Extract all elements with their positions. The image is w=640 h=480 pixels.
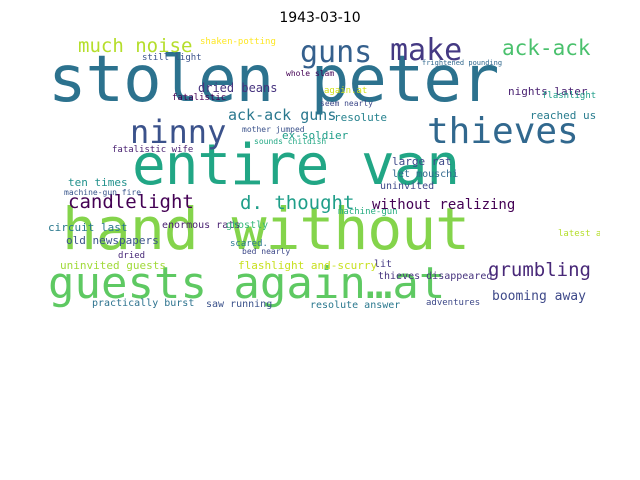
word: bed nearly xyxy=(242,247,291,256)
word: seem nearly xyxy=(320,99,373,108)
word: mother jumped xyxy=(242,125,305,134)
word: ack-ack guns xyxy=(228,106,337,124)
word: latest adventures xyxy=(558,229,600,239)
word: flashlight and-scurry xyxy=(238,259,378,272)
word: still light xyxy=(142,53,202,63)
word: machine-gun fire xyxy=(64,188,142,197)
word: large rat xyxy=(392,155,452,168)
word: circuit last xyxy=(48,221,128,234)
word: uninvited xyxy=(380,181,435,192)
word: whole slam xyxy=(286,69,335,78)
word: hand without xyxy=(62,195,470,263)
word: ninny xyxy=(130,113,227,151)
word: old newspapers xyxy=(66,234,159,247)
word: flashlight xyxy=(542,91,597,101)
word: machine-gun xyxy=(338,207,398,217)
word: sounds childish xyxy=(254,137,327,146)
word: resolute answer xyxy=(310,300,401,311)
word: frightened pounding xyxy=(422,59,503,67)
word: saw running xyxy=(206,299,273,310)
word: make xyxy=(390,34,463,68)
word: fatalistic wife xyxy=(112,145,194,155)
word: ex-soldier xyxy=(282,129,349,142)
word: uninvited guests xyxy=(60,259,166,272)
word: d. thought xyxy=(240,192,355,214)
word: reached us xyxy=(530,109,597,122)
word: resolute xyxy=(334,111,387,124)
word: practically burst xyxy=(92,298,195,309)
word: guns xyxy=(300,35,373,70)
word: nights later xyxy=(508,85,588,98)
word: entire van xyxy=(132,133,460,198)
word: ghostly xyxy=(226,220,269,231)
word: let mouschi xyxy=(392,169,459,180)
word: guests again…at xyxy=(48,258,446,309)
word: thieves disappeared xyxy=(378,271,493,282)
word: much noise xyxy=(78,35,193,57)
word: adventures xyxy=(426,298,481,308)
word: dried beans xyxy=(198,81,278,95)
word: again.at xyxy=(324,86,368,96)
word: shaken-potting xyxy=(200,37,276,47)
word: dried xyxy=(118,251,146,261)
word: stolen peter xyxy=(48,43,499,117)
word: scared. xyxy=(230,239,268,249)
word: grumbling xyxy=(488,259,591,281)
word: without realizing xyxy=(372,197,516,213)
plot-title: 1943-03-10 xyxy=(279,10,361,26)
word-cloud: stolen peter entire van hand without gue… xyxy=(42,34,600,327)
word: ten times xyxy=(68,176,128,189)
word: fatalistic xyxy=(172,93,227,103)
word: lit xyxy=(374,259,393,270)
word: thieves xyxy=(427,111,579,152)
word: candlelight xyxy=(68,191,194,213)
word: ack-ack xyxy=(502,36,591,60)
word: booming away xyxy=(492,289,586,304)
word: enormous rats xyxy=(162,220,241,231)
